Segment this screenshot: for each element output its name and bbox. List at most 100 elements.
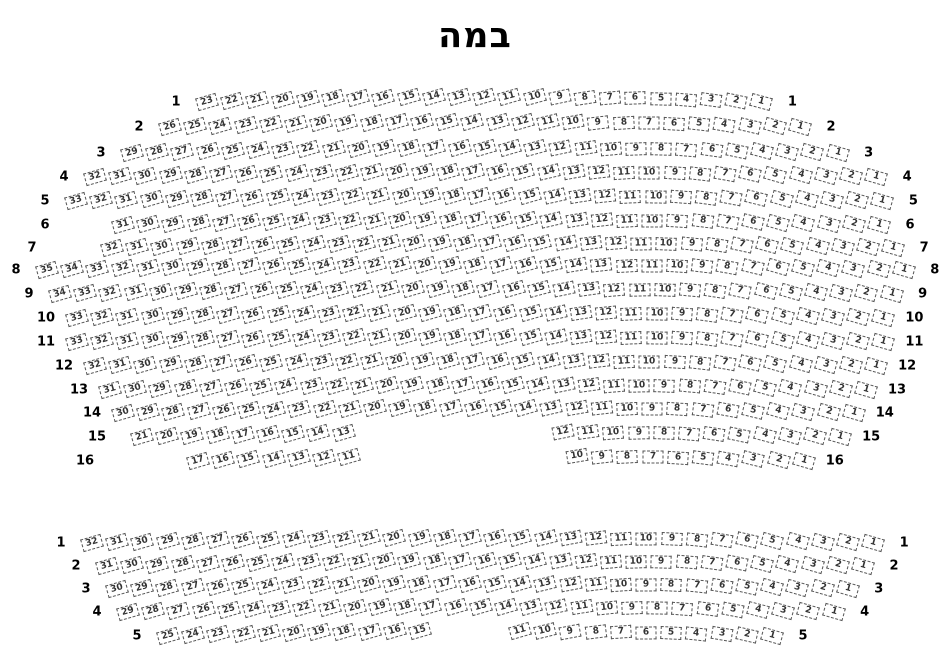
seat[interactable]: 25 <box>259 353 284 372</box>
seat[interactable]: 9 <box>558 623 582 640</box>
seat[interactable]: 29 <box>186 257 211 277</box>
seat[interactable]: 9 <box>591 448 614 465</box>
seat[interactable]: 22 <box>352 234 376 253</box>
seat[interactable]: 26 <box>234 164 259 184</box>
seat[interactable]: 31 <box>105 533 130 552</box>
seat[interactable]: 29 <box>165 330 190 349</box>
seat[interactable]: 12 <box>605 236 627 251</box>
seat[interactable]: 8 <box>688 165 711 182</box>
seat[interactable]: 4 <box>804 283 828 302</box>
seat[interactable]: 8 <box>653 426 675 441</box>
seat[interactable]: 4 <box>766 401 791 421</box>
seat[interactable]: 26 <box>241 329 266 348</box>
seat[interactable]: 16 <box>513 255 538 275</box>
seat[interactable]: 12 <box>584 530 608 547</box>
seat[interactable]: 24 <box>287 212 312 231</box>
seat[interactable]: 9 <box>669 190 692 205</box>
seat[interactable]: 7 <box>675 142 698 157</box>
seat[interactable]: 8 <box>695 306 719 323</box>
seat[interactable]: 14 <box>508 574 533 594</box>
seat[interactable]: 23 <box>326 234 351 254</box>
seat[interactable]: 20 <box>382 529 407 548</box>
seat[interactable]: 3 <box>737 116 762 135</box>
seat[interactable]: 9 <box>650 555 673 569</box>
seat[interactable]: 12 <box>548 139 573 157</box>
seat[interactable]: 13 <box>579 235 603 252</box>
seat[interactable]: 13 <box>286 449 311 468</box>
seat[interactable]: 5 <box>727 425 752 444</box>
seat[interactable]: 23 <box>271 140 296 159</box>
seat[interactable]: 17 <box>461 162 485 182</box>
seat[interactable]: 16 <box>492 186 517 206</box>
seat[interactable]: 10 <box>645 331 668 345</box>
seat[interactable]: 2 <box>841 215 866 234</box>
seat[interactable]: 26 <box>195 141 220 161</box>
seat[interactable]: 15 <box>435 112 460 132</box>
seat[interactable]: 14 <box>536 163 561 181</box>
seat[interactable]: 16 <box>371 88 396 107</box>
seat[interactable]: 11 <box>610 531 633 546</box>
seat[interactable]: 7 <box>719 189 743 207</box>
seat[interactable]: 25 <box>266 329 291 348</box>
seat[interactable]: 14 <box>523 552 548 571</box>
seat[interactable]: 10 <box>561 114 585 131</box>
seat[interactable]: 17 <box>422 138 447 158</box>
seat[interactable]: 24 <box>281 530 306 549</box>
seat[interactable]: 11 <box>576 424 600 441</box>
seat[interactable]: 24 <box>284 353 309 372</box>
seat[interactable]: 8 <box>695 330 719 347</box>
seat[interactable]: 1 <box>871 332 896 352</box>
seat[interactable]: 3 <box>791 402 816 421</box>
seat[interactable]: 27 <box>216 305 241 325</box>
seat[interactable]: 25 <box>183 117 208 136</box>
seat[interactable]: 21 <box>360 352 385 371</box>
seat[interactable]: 27 <box>224 281 249 300</box>
seat[interactable]: 22 <box>292 599 317 618</box>
seat[interactable]: 30 <box>133 166 158 185</box>
seat[interactable]: 27 <box>209 165 233 184</box>
seat[interactable]: 6 <box>710 577 734 595</box>
seat[interactable]: 30 <box>139 190 164 209</box>
seat[interactable]: 18 <box>443 327 467 347</box>
seat[interactable]: 31 <box>108 167 133 186</box>
seat[interactable]: 21 <box>350 376 374 395</box>
seat[interactable]: 33 <box>85 259 110 279</box>
seat[interactable]: 25 <box>156 626 180 646</box>
seat[interactable]: 20 <box>375 376 400 395</box>
seat[interactable]: 10 <box>645 307 668 321</box>
seat[interactable]: 1 <box>864 167 889 187</box>
seat[interactable]: 1 <box>867 215 891 235</box>
seat[interactable]: 23 <box>309 163 334 183</box>
seat[interactable]: 6 <box>635 626 657 640</box>
seat[interactable]: 7 <box>677 426 701 442</box>
seat[interactable]: 4 <box>760 577 785 597</box>
seat[interactable]: 6 <box>700 142 723 158</box>
seat[interactable]: 3 <box>800 555 825 574</box>
seat[interactable]: 13 <box>562 352 586 370</box>
seat[interactable]: 2 <box>845 191 870 210</box>
seat[interactable]: 4 <box>795 331 820 350</box>
seat[interactable]: 6 <box>725 554 749 572</box>
seat[interactable]: 32 <box>90 308 115 327</box>
seat[interactable]: 13 <box>565 211 589 229</box>
seat[interactable]: 1 <box>864 356 889 376</box>
seat[interactable]: 15 <box>508 528 533 548</box>
seat[interactable]: 6 <box>702 426 726 443</box>
seat[interactable]: 8 <box>703 282 727 299</box>
seat[interactable]: 12 <box>472 87 497 107</box>
seat[interactable]: 20 <box>400 279 425 299</box>
seat[interactable]: 10 <box>610 577 632 592</box>
seat[interactable]: 6 <box>663 116 685 131</box>
seat[interactable]: 1 <box>760 626 784 646</box>
seat[interactable]: 19 <box>295 89 320 109</box>
seat[interactable]: 26 <box>224 378 248 397</box>
seat[interactable]: 27 <box>198 378 223 397</box>
seat[interactable]: 4 <box>791 214 816 233</box>
seat[interactable]: 16 <box>211 451 236 470</box>
seat[interactable]: 5 <box>649 92 672 106</box>
seat[interactable]: 30 <box>120 556 145 575</box>
seat[interactable]: 15 <box>526 280 551 299</box>
seat[interactable]: 17 <box>450 375 475 395</box>
seat[interactable]: 5 <box>741 401 765 420</box>
seat[interactable]: 7 <box>703 378 727 395</box>
